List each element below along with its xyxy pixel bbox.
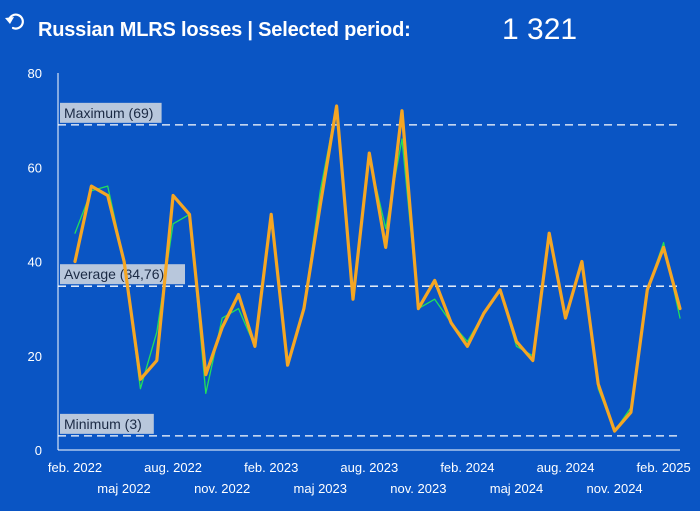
reference-label-box: [60, 102, 162, 123]
x-tick-label: nov. 2022: [194, 481, 250, 496]
selected-period-total: 1 321: [502, 13, 578, 46]
x-tick-label: feb. 2024: [440, 460, 494, 475]
x-tick-label: feb. 2022: [48, 460, 102, 475]
x-tick-label: aug. 2024: [537, 460, 595, 475]
reference-label: Average (34,76): [64, 266, 164, 282]
series-line-main: [73, 104, 682, 433]
reference-label-box: [60, 413, 154, 434]
x-tick-label: nov. 2024: [587, 481, 643, 496]
x-tick-label: maj 2024: [490, 481, 543, 496]
chart-header: Russian MLRS losses | Selected period: 1…: [0, 0, 700, 60]
x-tick-label: nov. 2023: [390, 481, 446, 496]
x-tick-label: aug. 2022: [144, 460, 202, 475]
chart-title: Russian MLRS losses | Selected period:: [38, 19, 411, 41]
y-tick-label: 80: [28, 66, 42, 81]
reference-label-box: [60, 264, 185, 285]
x-tick-label: feb. 2023: [244, 460, 298, 475]
y-tick-label: 60: [28, 160, 42, 175]
reference-label: Minimum (3): [64, 416, 142, 432]
x-tick-label: feb. 2025: [637, 460, 691, 475]
x-tick-label: maj 2023: [294, 481, 347, 496]
x-tick-label: aug. 2023: [340, 460, 398, 475]
y-tick-label: 20: [28, 349, 42, 364]
back-arrow-icon[interactable]: [4, 10, 28, 34]
reference-label: Maximum (69): [64, 105, 153, 121]
x-tick-label: maj 2022: [97, 481, 150, 496]
y-tick-label: 40: [28, 255, 42, 270]
y-tick-label: 0: [35, 443, 42, 458]
